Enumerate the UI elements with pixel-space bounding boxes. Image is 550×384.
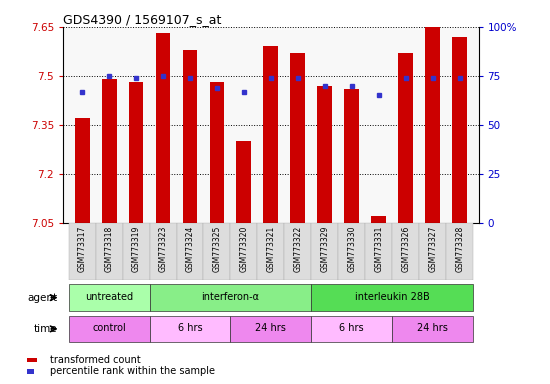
Bar — [263, 46, 278, 223]
Bar — [150, 284, 311, 311]
Bar — [102, 79, 117, 223]
Bar — [311, 316, 392, 342]
Text: GSM773328: GSM773328 — [455, 226, 464, 272]
Bar — [69, 223, 96, 280]
Text: 6 hrs: 6 hrs — [339, 323, 364, 333]
Bar — [230, 316, 311, 342]
Bar — [311, 223, 338, 280]
Text: GSM773330: GSM773330 — [347, 226, 356, 272]
Bar — [365, 223, 392, 280]
Text: GSM773321: GSM773321 — [266, 226, 276, 272]
Text: 6 hrs: 6 hrs — [178, 323, 202, 333]
Bar — [236, 141, 251, 223]
Bar — [69, 284, 150, 311]
Bar — [317, 86, 332, 223]
Text: GSM773320: GSM773320 — [239, 226, 249, 272]
Bar — [371, 216, 386, 223]
Bar — [230, 223, 257, 280]
Text: GDS4390 / 1569107_s_at: GDS4390 / 1569107_s_at — [63, 13, 222, 26]
Text: agent: agent — [28, 293, 58, 303]
Bar — [210, 83, 224, 223]
Bar — [204, 223, 230, 280]
Text: interleukin 28B: interleukin 28B — [355, 292, 430, 302]
Bar — [150, 223, 177, 280]
Bar — [257, 223, 284, 280]
Bar — [69, 316, 150, 342]
Text: GSM773324: GSM773324 — [185, 226, 195, 272]
Text: GSM773318: GSM773318 — [104, 226, 114, 272]
Text: time: time — [34, 324, 58, 334]
Bar — [183, 50, 197, 223]
Bar — [96, 223, 123, 280]
Bar — [452, 37, 467, 223]
Text: 24 hrs: 24 hrs — [255, 323, 287, 333]
Bar — [123, 223, 150, 280]
Bar — [392, 316, 473, 342]
Bar — [290, 53, 305, 223]
Bar — [344, 89, 359, 223]
Bar — [419, 223, 446, 280]
Bar — [398, 53, 413, 223]
Bar — [446, 223, 473, 280]
Text: transformed count: transformed count — [50, 355, 140, 365]
Text: GSM773322: GSM773322 — [293, 226, 303, 272]
Bar — [425, 27, 440, 223]
Bar — [129, 83, 144, 223]
Text: percentile rank within the sample: percentile rank within the sample — [50, 366, 215, 376]
Bar — [311, 284, 473, 311]
Text: GSM773331: GSM773331 — [374, 226, 383, 272]
Text: GSM773327: GSM773327 — [428, 226, 437, 272]
Text: GSM773319: GSM773319 — [131, 226, 141, 272]
Text: GSM773323: GSM773323 — [158, 226, 168, 272]
Bar — [392, 223, 419, 280]
Text: interferon-α: interferon-α — [201, 292, 260, 302]
Text: 24 hrs: 24 hrs — [417, 323, 448, 333]
Bar — [75, 118, 90, 223]
Text: untreated: untreated — [85, 292, 133, 302]
Text: GSM773325: GSM773325 — [212, 226, 222, 272]
Bar — [284, 223, 311, 280]
Bar — [177, 223, 204, 280]
Bar — [156, 33, 170, 223]
Bar — [150, 316, 230, 342]
Text: GSM773329: GSM773329 — [320, 226, 329, 272]
Text: GSM773317: GSM773317 — [78, 226, 87, 272]
Text: GSM773326: GSM773326 — [401, 226, 410, 272]
Text: control: control — [92, 323, 126, 333]
Bar — [338, 223, 365, 280]
